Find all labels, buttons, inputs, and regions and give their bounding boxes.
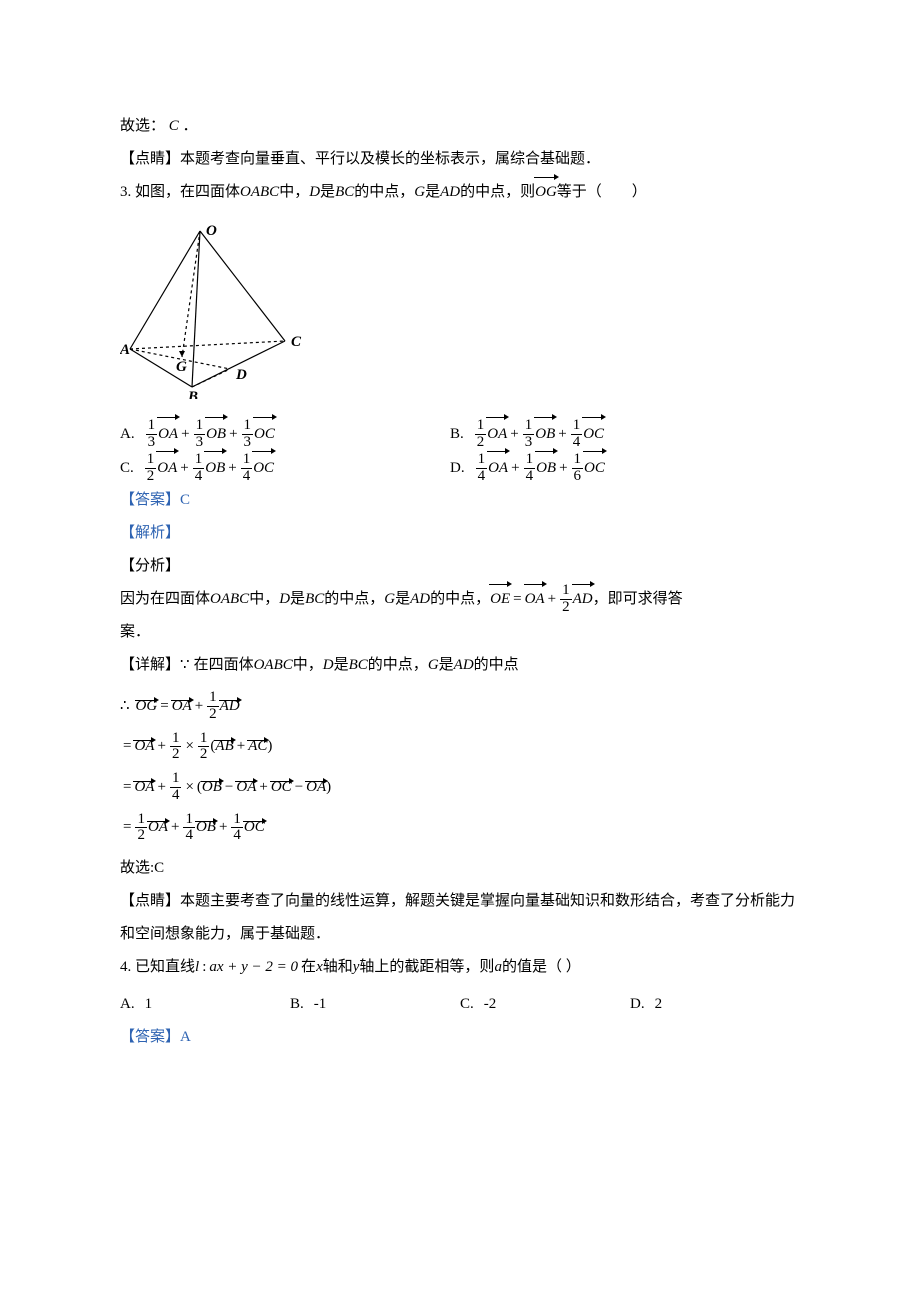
q3-choice-c: C. 12 OA + 14 OB + 14 OC	[120, 450, 450, 486]
vec-oa: OA	[158, 416, 178, 452]
fenxi-text-2: 案．	[120, 616, 800, 649]
page: 故选： C ． 【点睛】本题考查向量垂直、平行以及模长的坐标表示，属综合基础题．…	[0, 0, 920, 1302]
eq-line-4: = 12 OA + 14 OB + 14 OC	[120, 812, 800, 845]
text: 等于（ ）	[557, 176, 647, 209]
q4-choice-d: D.2	[630, 988, 800, 1021]
diagram-svg: O A C B D G	[120, 219, 310, 399]
q4-choices: A.1 B.-1 C.-2 D.2	[120, 988, 800, 1021]
conclusion-line: 故选： C ．	[120, 110, 800, 143]
text: 是	[320, 176, 335, 209]
answer-label: 【答案】C	[120, 484, 800, 517]
derivation: ∴ OG = OA + 12 AD = OA + 12 × 12 ( AB + …	[120, 690, 800, 844]
q4-choice-c: C.-2	[460, 988, 630, 1021]
q4-choice-b: B.-1	[290, 988, 460, 1021]
xiangjie-line: 【详解】 ∵ 在四面体 OABC 中， D 是 BC 的中点， G 是 AD 的…	[120, 649, 800, 682]
text: 故选：	[120, 118, 165, 134]
fenxi-text: 因为在四面体 OABC 中， D 是 BC 的中点， G 是 AD 的中点， O…	[120, 583, 800, 616]
text: 是	[425, 176, 440, 209]
q3-choice-d: D. 14 OA + 14 OB + 16 OC	[450, 450, 605, 486]
oabc: OABC	[240, 176, 279, 209]
d: D	[309, 176, 320, 209]
bc: BC	[335, 176, 354, 209]
fenxi-label: 【分析】	[120, 550, 800, 583]
q3-choice-a: A. 13 OA + 13 OB + 13 OC	[120, 416, 450, 452]
eq-line-2: = OA + 12 × 12 ( AB + AC )	[120, 731, 800, 764]
frac: 13	[146, 418, 158, 451]
q3-choice-row-1: A. 13 OA + 13 OB + 13 OC B. 12 OA + 13 O…	[120, 416, 800, 452]
svg-text:A: A	[120, 342, 130, 358]
answer-letter: C	[169, 118, 179, 134]
svg-text:O: O	[206, 223, 217, 239]
tetrahedron-diagram: O A C B D G	[120, 219, 800, 412]
gx: 故选:C	[120, 852, 800, 885]
text: 的中点，	[354, 176, 414, 209]
svg-text:D: D	[235, 367, 247, 383]
jiexi-label: 【解析】	[120, 517, 800, 550]
q4-stem: 4. 已知直线 l : ax + y − 2 = 0 在 x 轴和 y 轴上的截…	[120, 951, 800, 984]
svg-text:C: C	[291, 334, 302, 350]
label: A.	[120, 416, 135, 452]
period: ．	[183, 118, 198, 134]
text: 的中点，则	[460, 176, 535, 209]
vec-og: OG	[535, 176, 557, 209]
text: 3. 如图，在四面体	[120, 176, 240, 209]
ad: AD	[440, 176, 460, 209]
g: G	[414, 176, 425, 209]
q4-choice-a: A.1	[120, 988, 290, 1021]
q3-choice-row-2: C. 12 OA + 14 OB + 14 OC D. 14 OA + 14 O…	[120, 450, 800, 486]
svg-text:B: B	[187, 389, 198, 399]
comment-1: 【点睛】本题考查向量垂直、平行以及模长的坐标表示，属综合基础题．	[120, 143, 800, 176]
q3-choice-b: B. 12 OA + 13 OB + 14 OC	[450, 416, 604, 452]
eq-line-1: ∴ OG = OA + 12 AD	[120, 690, 800, 723]
q4-answer: 【答案】A	[120, 1021, 800, 1054]
text: 中，	[279, 176, 309, 209]
dianjing: 【点睛】本题主要考查了向量的线性运算，解题关键是掌握向量基础知识和数形结合，考查…	[120, 885, 800, 951]
svg-text:G: G	[176, 359, 187, 375]
eq-line-3: = OA + 14 × ( OB − OA + OC − OA )	[120, 771, 800, 804]
q3-stem: 3. 如图，在四面体 OABC 中， D 是 BC 的中点， G 是 AD 的中…	[120, 176, 800, 209]
